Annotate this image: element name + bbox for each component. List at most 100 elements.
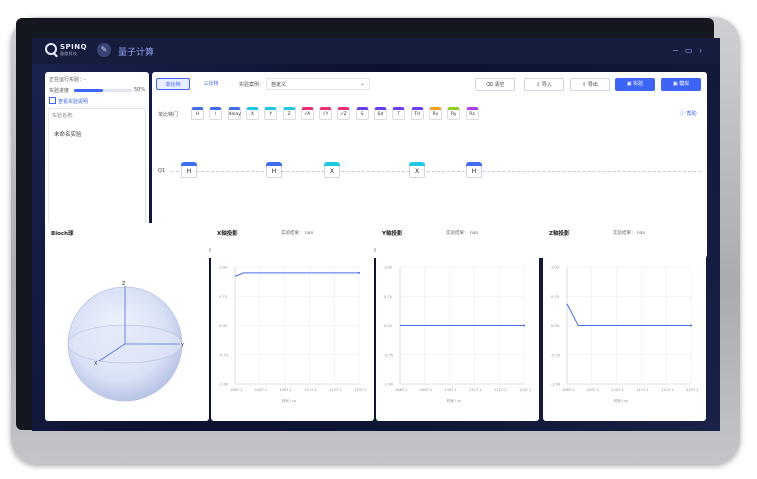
gate-color-cap <box>192 107 203 110</box>
clear-button[interactable]: ⌫ 清空 <box>475 78 515 91</box>
tab-three-qubit[interactable]: 三比特 <box>203 81 219 87</box>
projection-chart-panel: Z轴投影 实验结果： nan 1087.1 1097.1 1107.1 1117.1 112… <box>543 223 706 421</box>
view-description-link[interactable]: 查看实验说明 <box>49 97 88 105</box>
simulate-icon: ▣ <box>672 81 680 87</box>
gate-color-cap <box>338 107 350 110</box>
chart-axes <box>399 267 524 385</box>
palette-gate[interactable]: √Z <box>337 107 351 120</box>
circuit-gate[interactable]: H <box>466 162 482 178</box>
gate-label: Rx <box>432 112 439 117</box>
palette-gate[interactable]: X <box>245 107 259 120</box>
y-tick-label: -0.75 <box>219 353 228 357</box>
help-icon: ⓘ <box>680 111 687 117</box>
series-line <box>234 272 359 277</box>
gate-label: H <box>186 168 192 175</box>
minimize-icon[interactable]: − <box>672 46 679 55</box>
chart-plot[interactable]: 1087.1 1097.1 1107.1 1117.1 1127.1 1137.1 1.00… <box>211 223 374 421</box>
gate-label: Rz <box>469 112 475 117</box>
gate-color-cap <box>265 107 277 110</box>
x-tick-label: 1127.1 <box>494 388 506 392</box>
gate-color-cap <box>409 162 425 166</box>
gate-color-cap <box>429 107 441 110</box>
app-title: 量子计算 <box>118 48 155 58</box>
x-tick-label: 1127.1 <box>329 388 341 392</box>
gate-color-cap <box>266 162 282 166</box>
palette-gate[interactable]: I <box>209 107 223 120</box>
z-axis-label: Z <box>122 281 126 287</box>
x-tick-label: 1117.1 <box>469 388 481 392</box>
palette-gate[interactable]: Ry <box>447 107 461 120</box>
palette-gate[interactable]: H <box>191 107 204 120</box>
gate-color-cap <box>246 107 258 110</box>
y-tick-label: 0.75 <box>219 295 227 299</box>
palette-gate[interactable]: √Y <box>319 107 333 120</box>
series-line <box>566 303 691 326</box>
x-tick-label: 1137.1 <box>354 388 366 392</box>
circuit-gate[interactable]: X <box>324 162 340 178</box>
trash-icon: ⌫ <box>485 82 495 88</box>
gate-label: √Y <box>322 112 329 117</box>
close-icon[interactable]: › <box>699 46 703 55</box>
logo-text: SPINQ <box>60 43 88 51</box>
palette-gate[interactable]: Z <box>282 107 296 120</box>
y-tick-label: 1.00 <box>551 266 559 270</box>
qubit-label: Q1 <box>158 168 166 174</box>
compass-icon[interactable]: ✎ <box>97 43 111 57</box>
palette-gate[interactable]: delay <box>227 107 241 120</box>
help-link[interactable]: ⓘ 帮助 <box>680 111 697 117</box>
gate-label: Ry <box>450 112 457 117</box>
y-tick-label: -0.75 <box>384 353 393 357</box>
series-point <box>523 324 525 327</box>
maximize-icon[interactable]: ▭ <box>685 46 693 55</box>
chart-plot[interactable]: 1087.1 1097.1 1107.1 1117.1 1127.1 1137.1 1.00… <box>376 223 539 421</box>
chart-plot[interactable]: 1087.1 1097.1 1107.1 1117.1 1127.1 1137.1 1.00… <box>543 223 706 421</box>
y-tick-label: -1.00 <box>551 383 560 387</box>
app-screen: SPINQ 量旋科技 ✎ 量子计算 − ▭ › 正在运行实验：- 实验进度 50… <box>32 38 720 431</box>
tab-single-qubit[interactable]: 单比特 <box>156 78 190 90</box>
chart-title: Z轴投影 <box>549 231 570 237</box>
x-axis-label: 时间 / us <box>447 398 462 403</box>
gate-palette-label: 单比特门 <box>158 112 179 118</box>
progress-bar <box>74 89 132 92</box>
export-button[interactable]: ⇪ 导出 <box>570 78 610 91</box>
gate-color-cap <box>411 107 423 110</box>
preset-label: 实验案例： <box>239 82 265 88</box>
bloch-sphere[interactable]: Z X Y <box>45 223 209 421</box>
progress-fill <box>74 89 103 92</box>
gate-label: Y <box>269 112 273 117</box>
series-point <box>690 324 692 327</box>
palette-gate[interactable]: Td <box>410 107 424 120</box>
import-button[interactable]: ⇩ 导入 <box>524 78 564 91</box>
y-tick-label: 0.00 <box>551 324 559 328</box>
gate-color-cap <box>181 162 197 166</box>
x-tick-label: 1107.1 <box>612 388 624 392</box>
doc-icon <box>49 97 56 104</box>
projection-chart-panel: Y轴投影 实验结果： nan 1087.1 1097.1 1107.1 1117.1 112… <box>376 223 539 421</box>
palette-gate[interactable]: Rz <box>465 107 479 120</box>
preset-select[interactable]: 自定义 ⌄ <box>266 78 370 90</box>
name-value[interactable]: 未命名实验 <box>54 132 82 138</box>
queue-label: 正在运行实验：- <box>49 77 86 83</box>
palette-gate[interactable]: Rx <box>428 107 442 120</box>
gate-label: H <box>471 168 477 175</box>
simulate-button[interactable]: ▣ 模拟 <box>661 78 701 91</box>
progress-percent: 50% <box>134 87 146 93</box>
circuit-gate[interactable]: H <box>181 162 197 178</box>
y-tick-label: 1.00 <box>219 266 227 270</box>
experiment-button[interactable]: ▣ 实验 <box>615 78 655 91</box>
palette-gate[interactable]: Sd <box>374 107 387 120</box>
gate-label: Z <box>287 112 291 117</box>
palette-gate[interactable]: T <box>392 107 406 120</box>
top-bar: SPINQ 量旋科技 ✎ 量子计算 − ▭ › <box>32 38 720 64</box>
palette-gate[interactable]: √X <box>300 107 314 120</box>
gate-color-cap <box>324 162 340 166</box>
circuit-gate[interactable]: H <box>266 162 282 178</box>
palette-gate[interactable]: S <box>355 107 369 120</box>
series-point <box>358 271 360 274</box>
palette-gate[interactable]: Y <box>264 107 278 120</box>
qubit-wire <box>171 171 701 172</box>
y-tick-label: -1.00 <box>219 383 228 387</box>
circuit-gate[interactable]: X <box>409 162 425 178</box>
gate-color-cap <box>393 107 405 110</box>
gate-color-cap <box>320 107 332 110</box>
